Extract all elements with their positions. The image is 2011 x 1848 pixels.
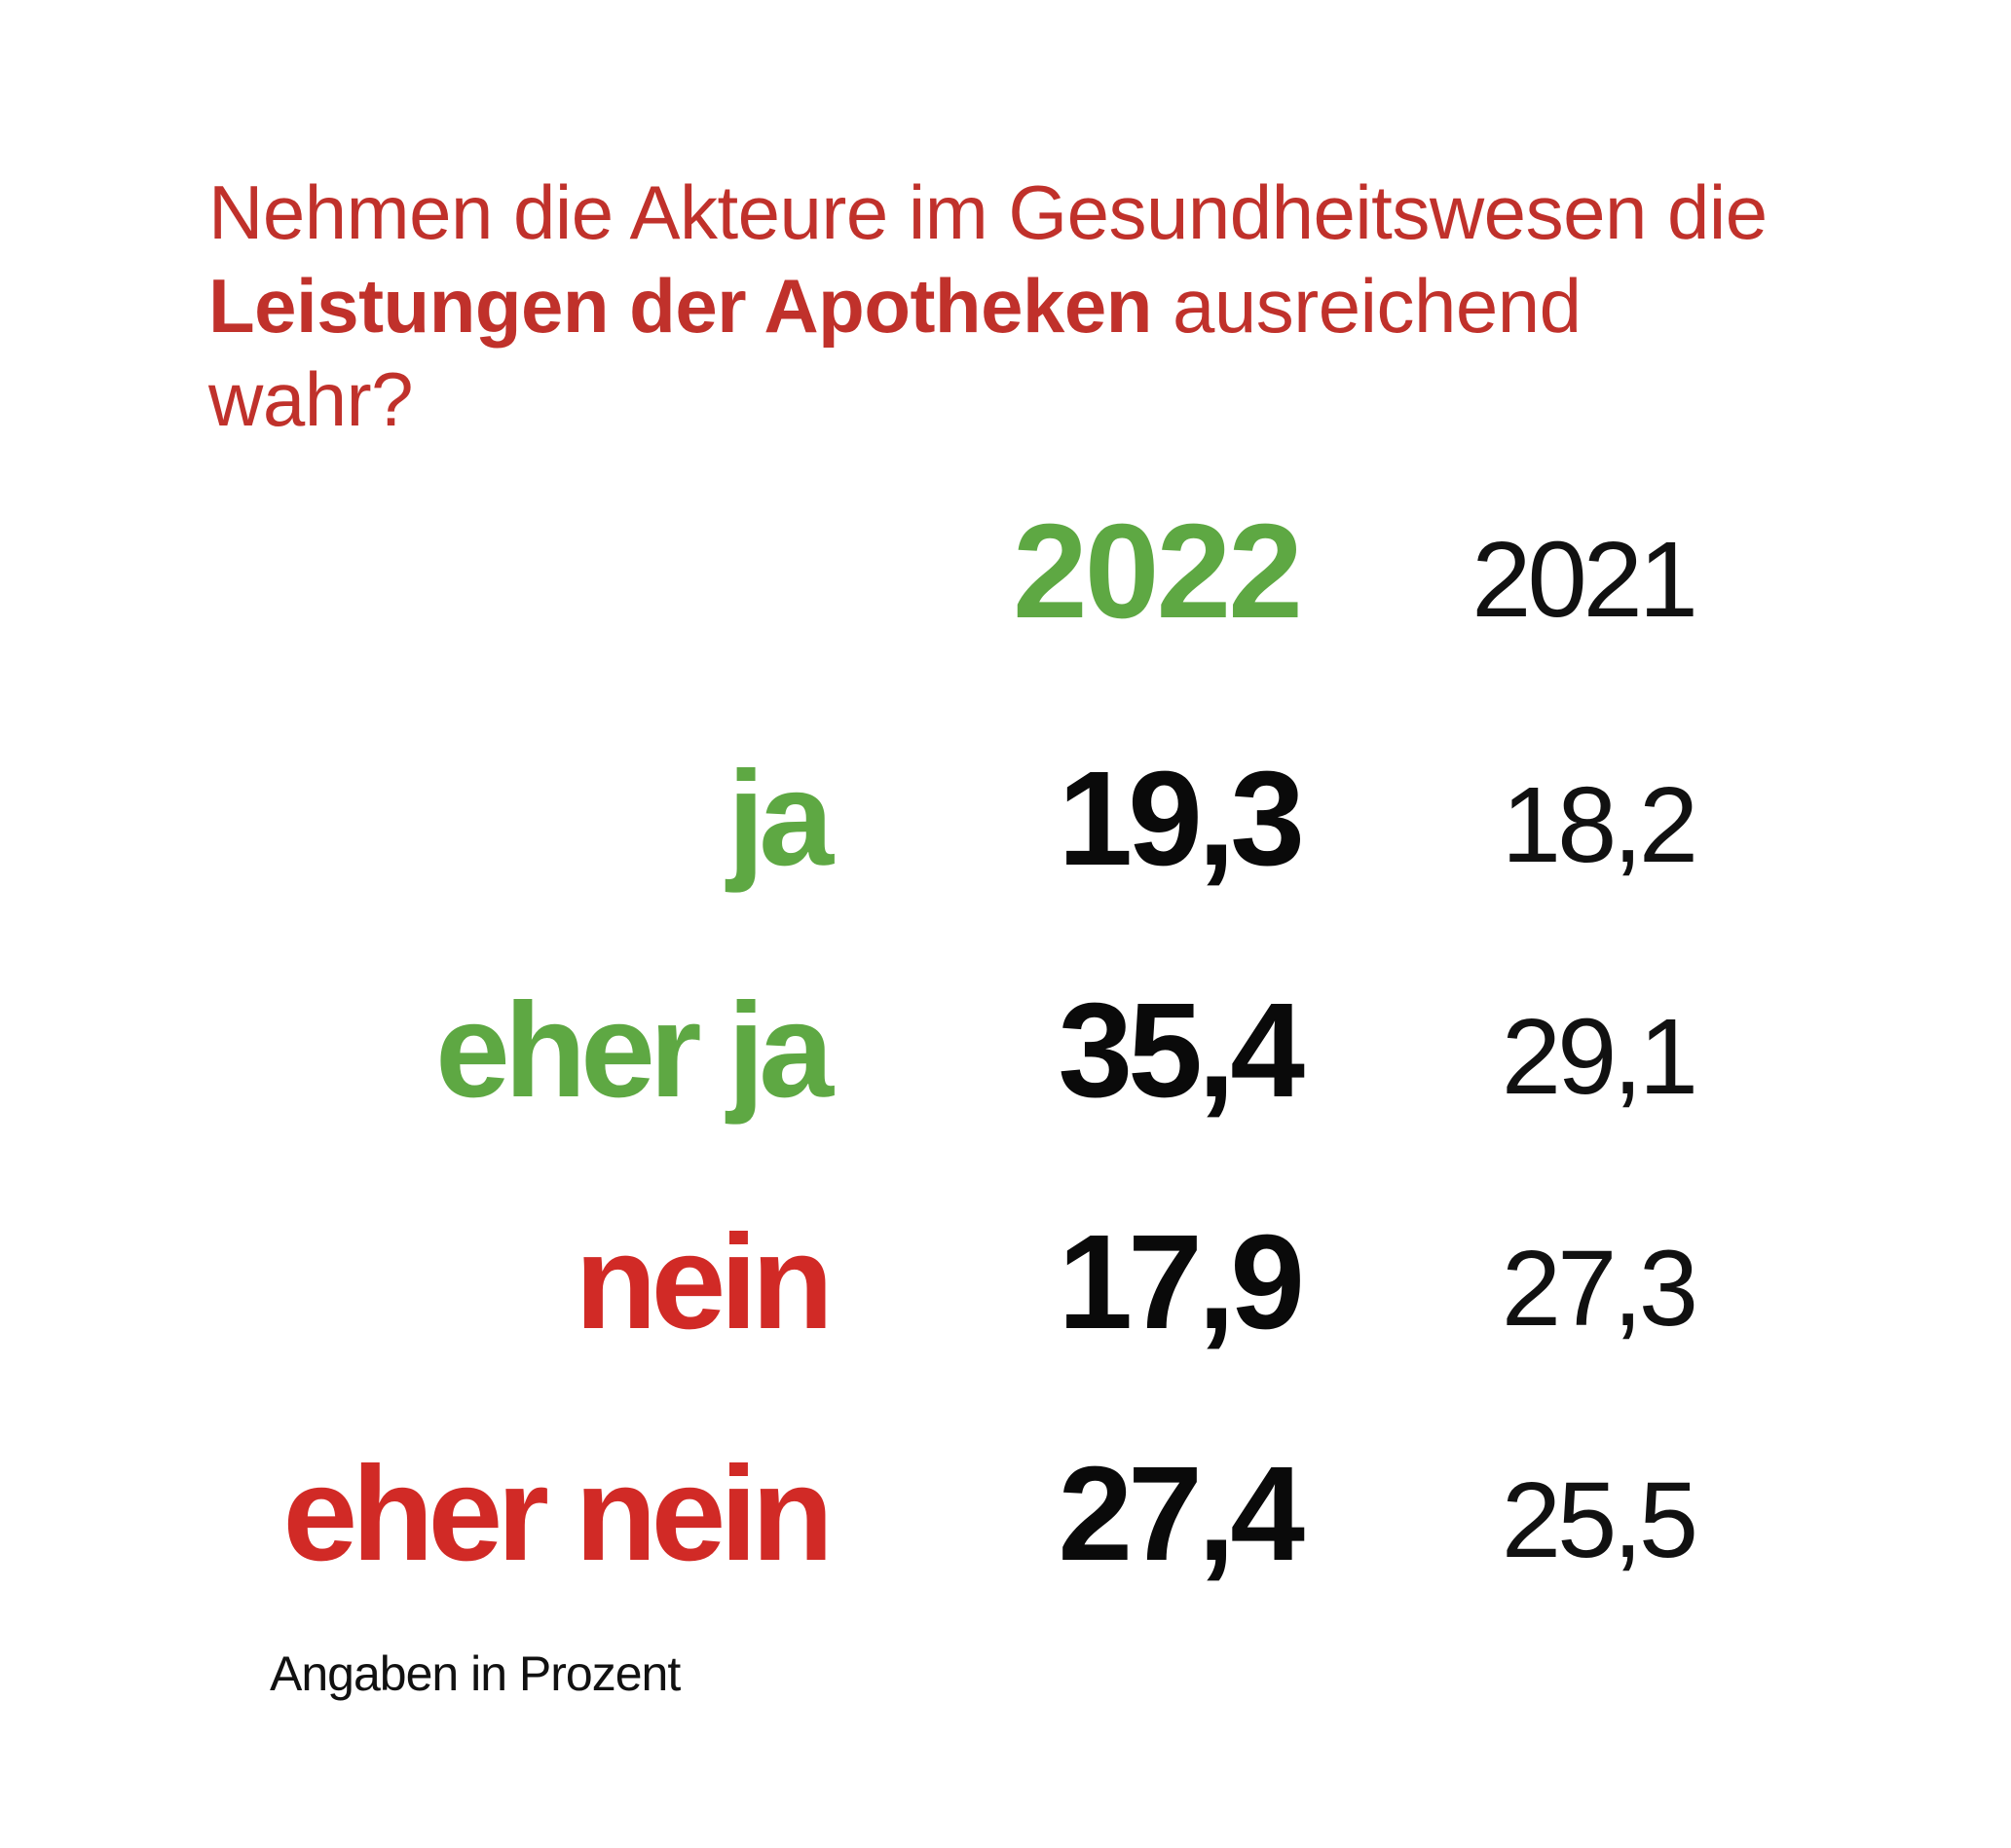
row-label-nein: nein — [575, 1207, 834, 1357]
value-2021-ja: 18,2 — [1501, 765, 1698, 885]
value-2021-nein: 27,3 — [1501, 1229, 1698, 1349]
value-2022-nein: 17,9 — [1058, 1207, 1305, 1357]
table-row-ja: ja 19,3 18,2 — [0, 742, 2011, 894]
footnote: Angaben in Prozent — [270, 1646, 681, 1701]
row-label-eher-nein: eher nein — [282, 1439, 834, 1589]
column-header-2022: 2022 — [1013, 497, 1303, 647]
value-2022-eher-ja: 35,4 — [1058, 976, 1305, 1126]
value-2022-ja: 19,3 — [1058, 744, 1305, 894]
column-header-2021: 2021 — [1471, 520, 1698, 640]
chart-title: Nehmen die Akteure im Gesundheitswesen d… — [208, 166, 1806, 446]
title-part-1: Nehmen die Akteure im Gesundheitswesen d… — [208, 169, 1768, 255]
table-row-nein: nein 17,9 27,3 — [0, 1205, 2011, 1357]
value-2022-eher-nein: 27,4 — [1058, 1439, 1305, 1589]
value-2021-eher-ja: 29,1 — [1501, 997, 1698, 1117]
row-label-eher-ja: eher ja — [435, 976, 834, 1126]
title-part-2: ausreichend wahr? — [208, 263, 1582, 442]
table-row-eher-ja: eher ja 35,4 29,1 — [0, 974, 2011, 1126]
row-label-ja: ja — [726, 744, 834, 894]
table-row-eher-nein: eher nein 27,4 25,5 — [0, 1437, 2011, 1589]
value-2021-eher-nein: 25,5 — [1501, 1460, 1698, 1580]
title-bold-part: Leistungen der Apotheken — [208, 263, 1152, 349]
